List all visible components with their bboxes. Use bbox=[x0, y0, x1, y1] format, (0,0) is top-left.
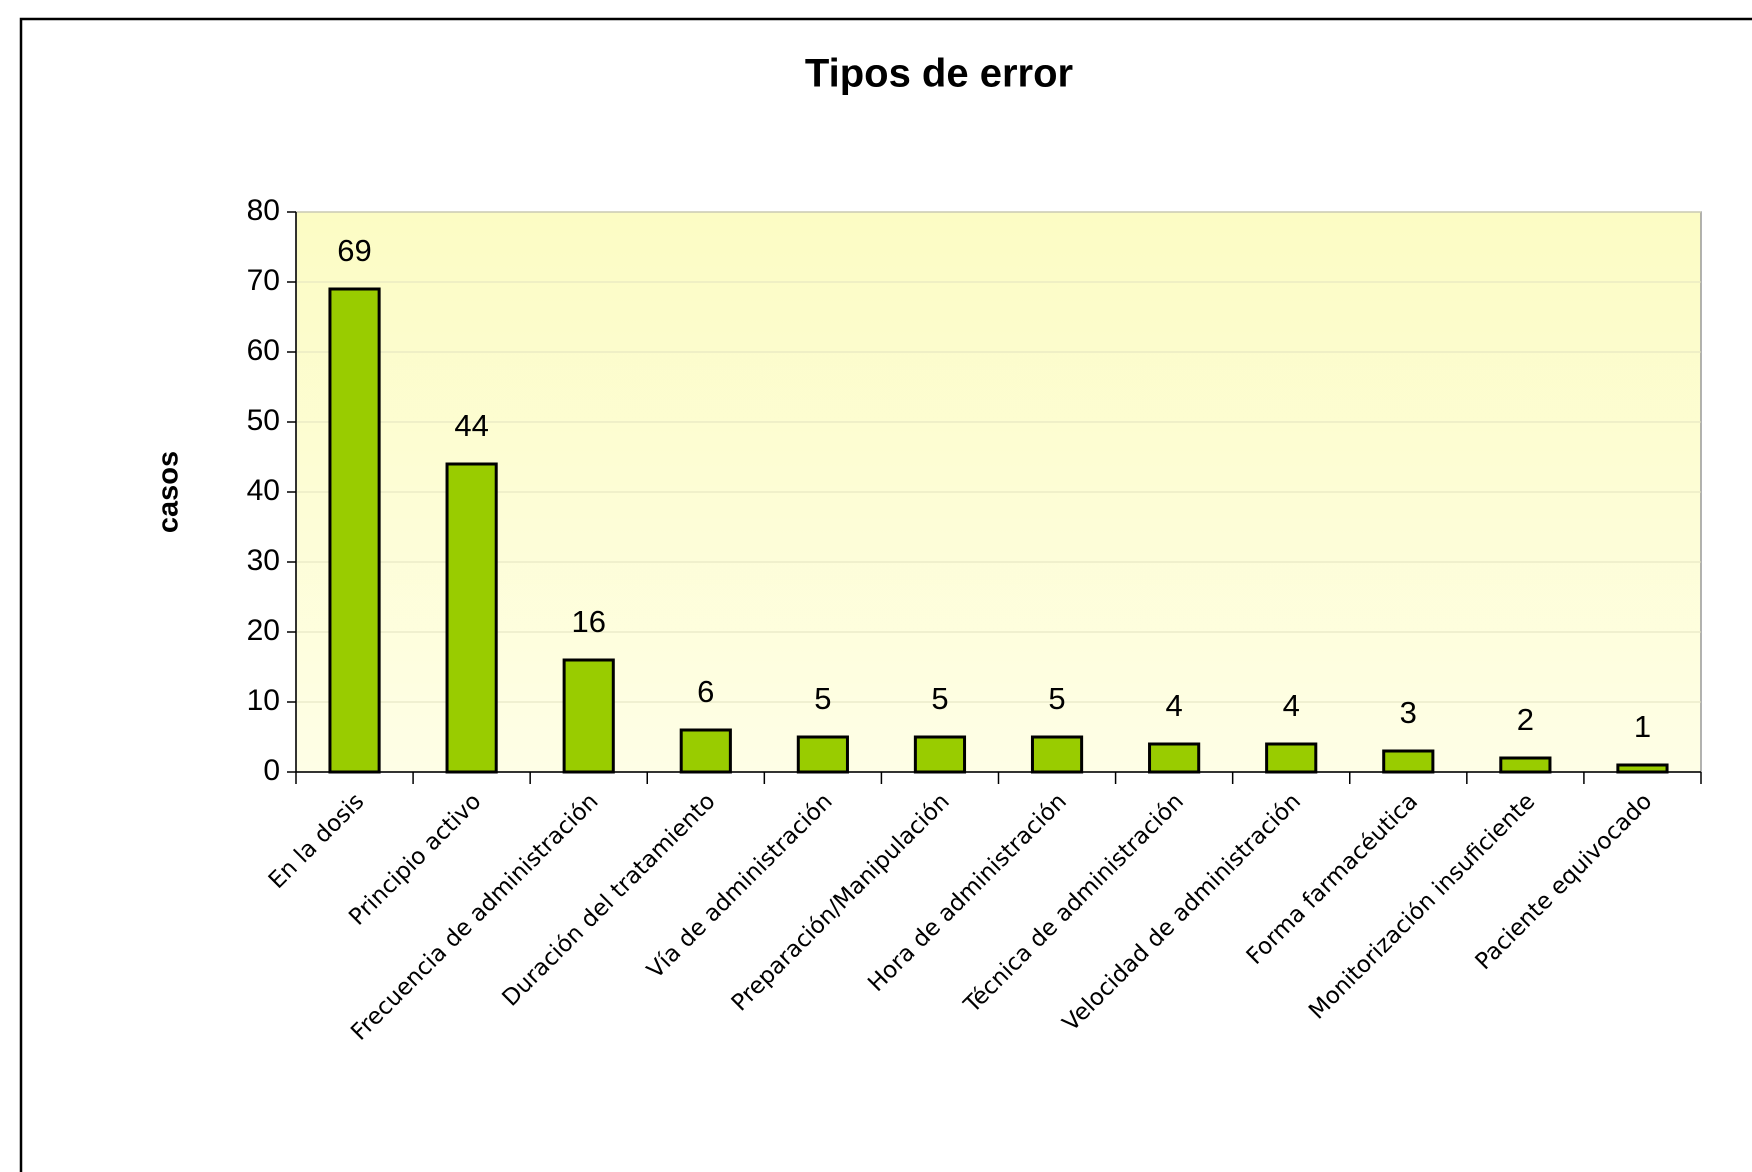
chart-title: Tipos de error bbox=[805, 52, 1073, 96]
bar bbox=[913, 735, 967, 774]
bar bbox=[1616, 763, 1669, 774]
bar bbox=[1148, 742, 1201, 774]
data-label: 44 bbox=[454, 408, 488, 443]
bar bbox=[1499, 756, 1552, 774]
data-label: 3 bbox=[1400, 695, 1417, 730]
bar bbox=[445, 462, 498, 774]
y-tick-label: 60 bbox=[247, 334, 280, 367]
data-label: 4 bbox=[1166, 688, 1183, 723]
y-tick-label: 30 bbox=[247, 544, 280, 577]
data-label: 6 bbox=[697, 674, 714, 709]
bar bbox=[562, 658, 615, 774]
y-tick-label: 20 bbox=[247, 614, 280, 647]
data-label: 5 bbox=[1048, 681, 1065, 716]
data-label: 4 bbox=[1283, 688, 1300, 723]
y-axis-label: casos bbox=[153, 451, 185, 533]
data-label: 2 bbox=[1517, 702, 1534, 737]
bar bbox=[1382, 749, 1435, 774]
bar bbox=[679, 728, 732, 774]
bar bbox=[1265, 742, 1318, 774]
bar bbox=[1030, 735, 1084, 774]
y-tick-label: 40 bbox=[247, 474, 280, 507]
data-label: 69 bbox=[337, 233, 371, 268]
y-tick-label: 80 bbox=[247, 194, 280, 227]
bar bbox=[796, 735, 849, 774]
y-tick-label: 10 bbox=[247, 684, 280, 717]
y-tick-label: 0 bbox=[263, 754, 280, 787]
data-label: 5 bbox=[931, 681, 948, 716]
data-label: 5 bbox=[814, 681, 831, 716]
y-tick-label: 70 bbox=[247, 264, 280, 297]
bar bbox=[328, 287, 381, 774]
y-tick-label: 50 bbox=[247, 404, 280, 437]
data-label: 16 bbox=[571, 604, 605, 639]
data-label: 1 bbox=[1634, 709, 1651, 744]
